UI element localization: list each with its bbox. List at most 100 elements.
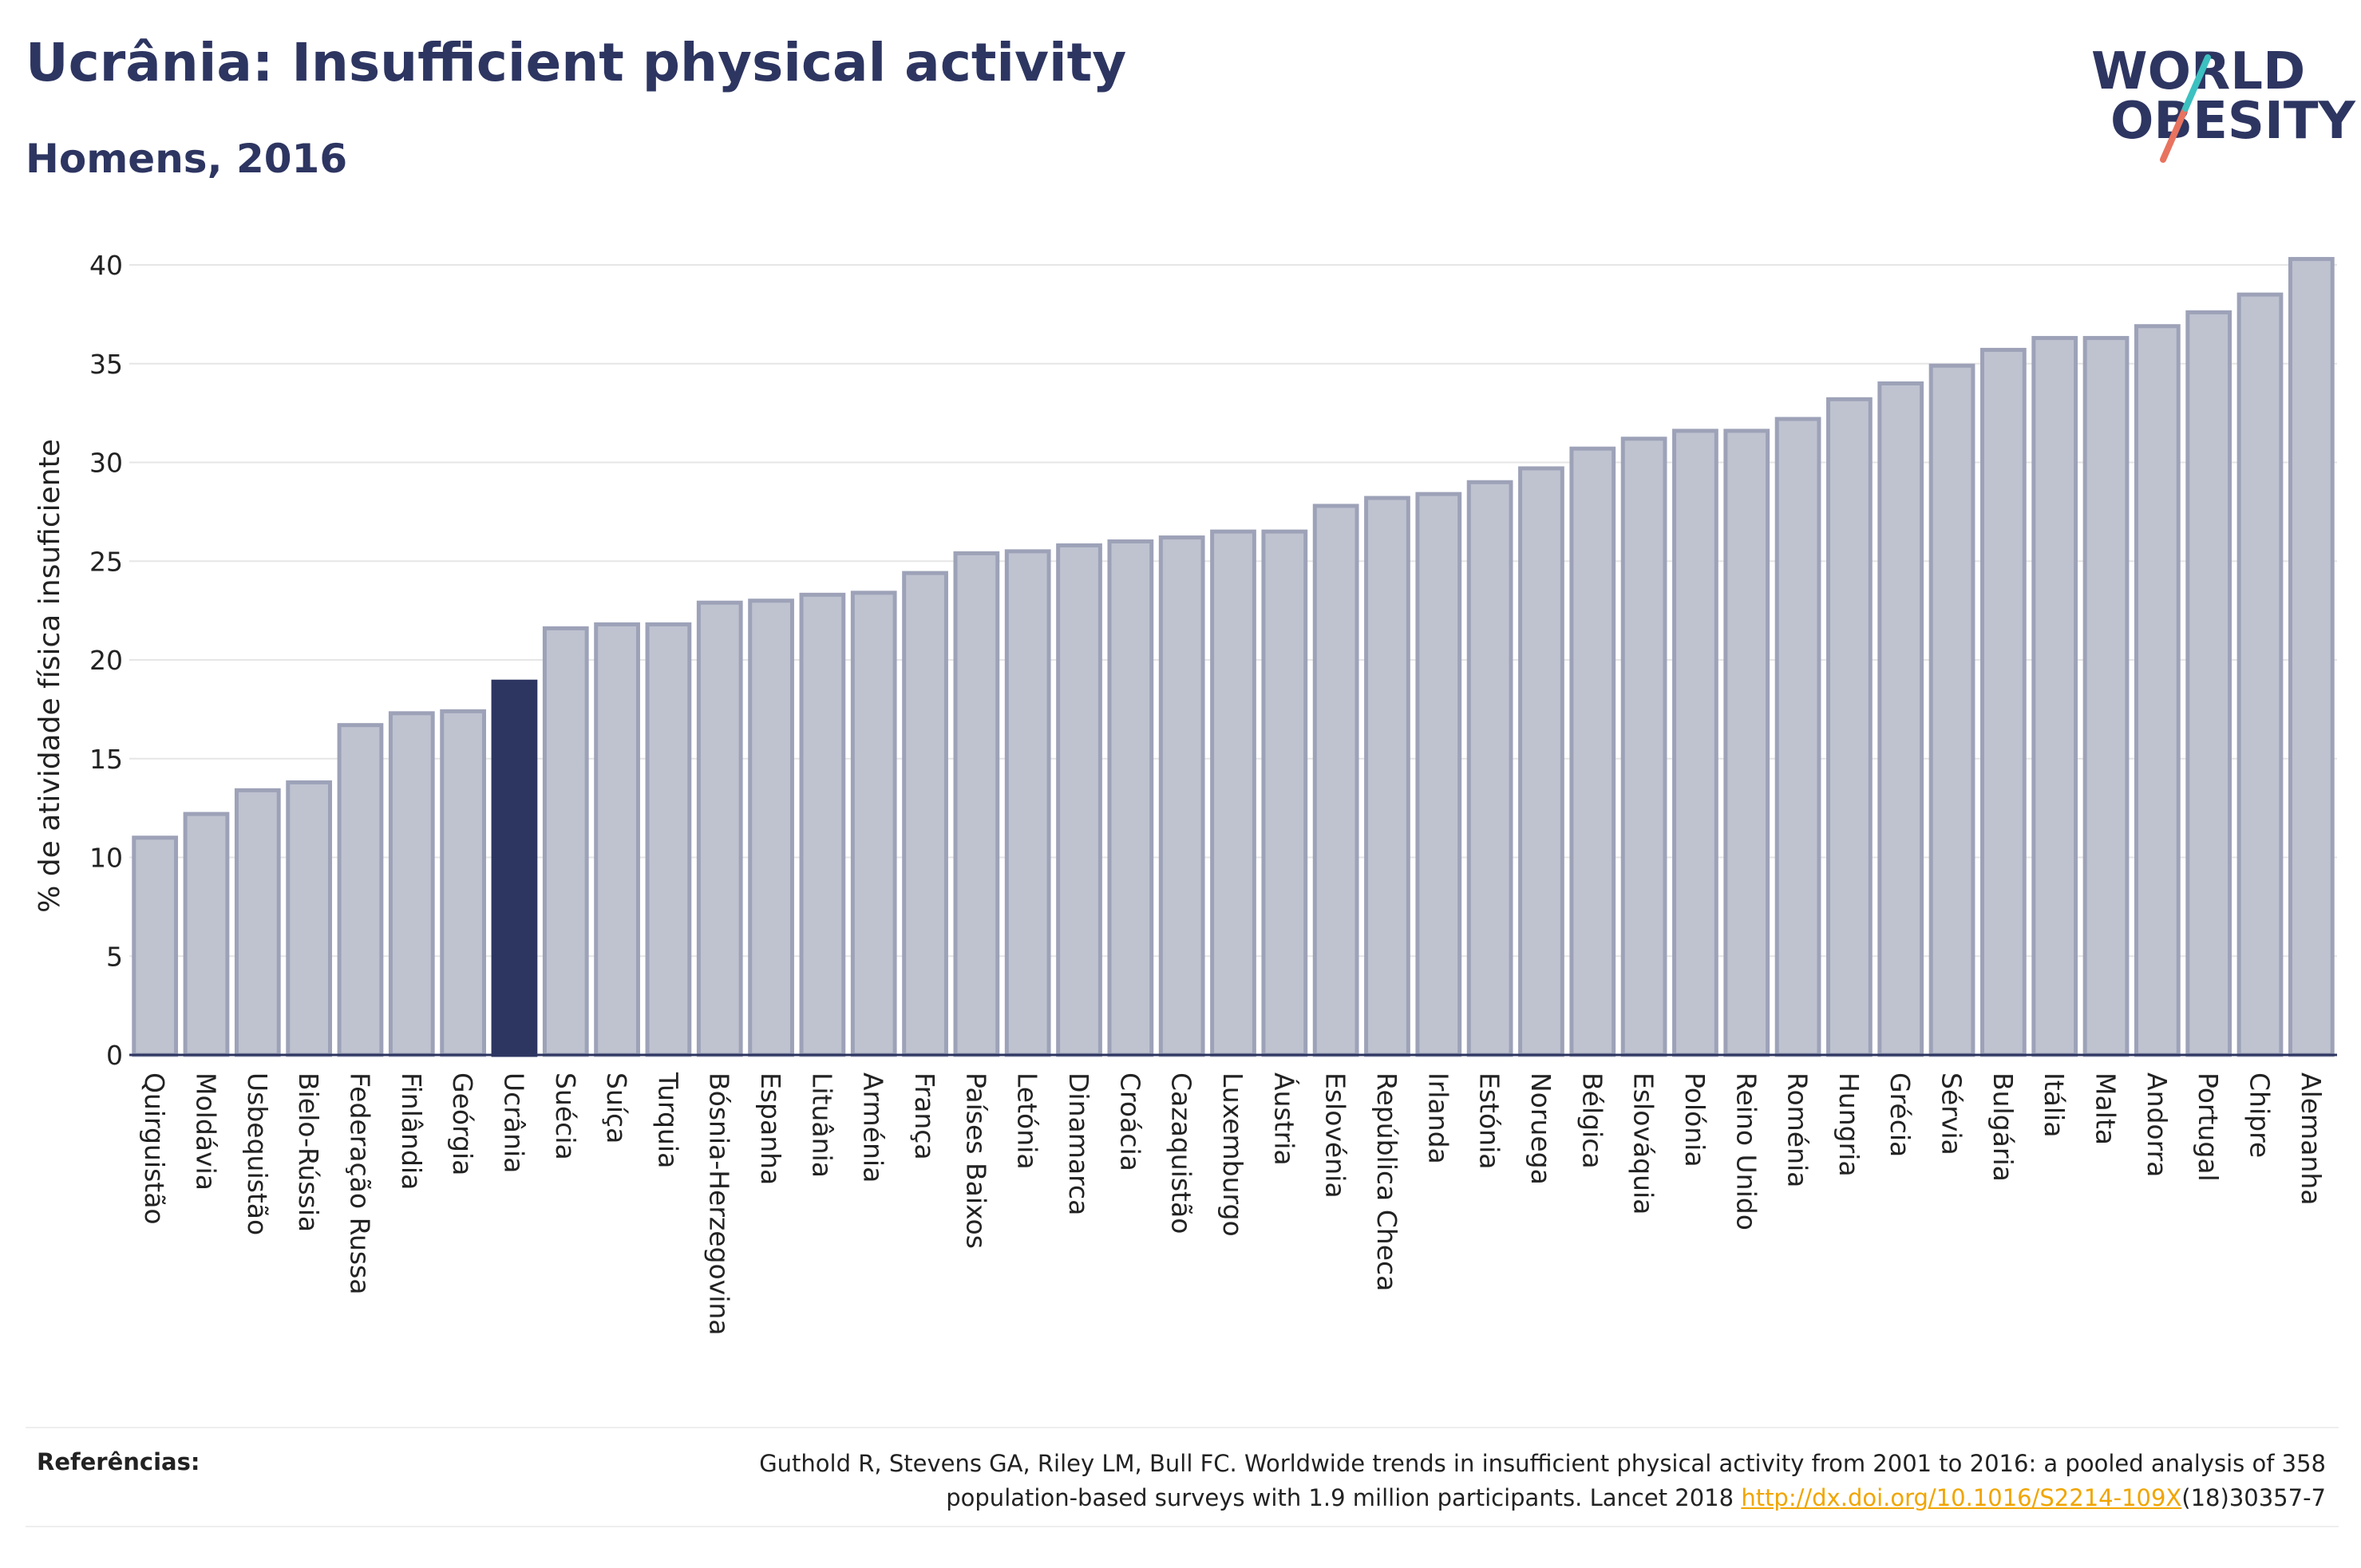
bar-andorra[interactable]: [2134, 324, 2181, 1057]
x-tick-label: Lituânia: [806, 1072, 837, 1178]
bar-finlândia[interactable]: [388, 711, 435, 1057]
bar-países-baixos[interactable]: [953, 551, 1000, 1057]
logo-slash-icon: [2160, 54, 2211, 163]
page-subtitle: Homens, 2016: [26, 136, 348, 182]
bar-espanha[interactable]: [748, 598, 794, 1057]
bar-geórgia[interactable]: [440, 709, 486, 1057]
x-tick-label: Bielo-Rússia: [293, 1072, 324, 1232]
x-tick-label: Polónia: [1679, 1072, 1710, 1167]
x-tick-label: Áustria: [1268, 1072, 1300, 1166]
bar-lituânia[interactable]: [799, 592, 846, 1057]
y-tick-label: 15: [89, 744, 123, 775]
x-tick-label: Finlândia: [396, 1072, 427, 1190]
bar-roménia[interactable]: [1774, 417, 1821, 1057]
x-tick-label: Alemanha: [2296, 1072, 2327, 1205]
reference-line-1: Guthold R, Stevens GA, Riley LM, Bull FC…: [759, 1450, 2326, 1477]
bar-reino-unido[interactable]: [1723, 429, 1770, 1057]
x-tick-label: Hungria: [1833, 1072, 1865, 1177]
bar-usbequistão[interactable]: [234, 788, 281, 1057]
x-tick-label: Chipre: [2244, 1072, 2276, 1158]
bar-portugal[interactable]: [2185, 310, 2232, 1057]
x-tick-label: Dinamarca: [1063, 1072, 1094, 1215]
x-tick-label: Suécia: [550, 1072, 581, 1160]
bar-letónia[interactable]: [1004, 549, 1051, 1057]
bar-turquia[interactable]: [645, 622, 692, 1057]
bar-bélgica[interactable]: [1569, 446, 1616, 1057]
reference-bottom-divider: [26, 1526, 2339, 1527]
bar-alemanha[interactable]: [2288, 257, 2335, 1057]
bar-malta[interactable]: [2082, 336, 2130, 1057]
bar-irlanda[interactable]: [1415, 492, 1462, 1057]
bar-suíça[interactable]: [594, 622, 640, 1057]
bar-frança[interactable]: [902, 571, 948, 1057]
bar-chipre[interactable]: [2236, 292, 2284, 1057]
y-tick-label: 0: [106, 1040, 123, 1071]
bar-chart: 0 5 10 15 20 25 30 35 40 Quirguistão Moldávia Usbe…: [34, 250, 2337, 1336]
bar-quirguistão[interactable]: [132, 835, 179, 1057]
y-tick-label: 5: [106, 941, 123, 972]
references-label: Referências:: [37, 1448, 200, 1475]
reference-doi-link[interactable]: http://dx.doi.org/10.1016/S2214-109X: [1741, 1484, 2182, 1511]
y-axis-label: % de atividade física insuficiente: [34, 439, 66, 913]
bar-eslováquia[interactable]: [1620, 436, 1667, 1057]
x-tick-label: Malta: [2090, 1072, 2122, 1145]
x-tick-label: Moldávia: [190, 1072, 221, 1191]
bar-suécia[interactable]: [542, 626, 589, 1057]
bar-noruega[interactable]: [1518, 466, 1564, 1057]
x-tick-label: Grécia: [1884, 1072, 1916, 1157]
bar-federação-russa[interactable]: [337, 723, 384, 1057]
bar-bulgária[interactable]: [1980, 347, 2027, 1057]
x-tick-label: Espanha: [755, 1072, 786, 1185]
bar-bielo-rússia[interactable]: [286, 780, 333, 1057]
x-tick-label: Usbequistão: [242, 1072, 273, 1235]
bar-bósnia-herzegovina[interactable]: [696, 600, 743, 1057]
x-tick-label: Bósnia-Herzegovina: [704, 1072, 735, 1336]
bar-áustria[interactable]: [1261, 529, 1308, 1057]
bar-croácia[interactable]: [1107, 539, 1154, 1057]
x-tick-label: Reino Unido: [1730, 1072, 1762, 1230]
x-tick-label: Eslováquia: [1628, 1072, 1659, 1215]
x-tick-label: Quirguistão: [139, 1072, 170, 1225]
bar-grécia[interactable]: [1877, 381, 1924, 1057]
bar-hungria[interactable]: [1826, 397, 1873, 1057]
x-tick-label: Luxemburgo: [1217, 1072, 1248, 1237]
x-tick-label: Eslovénia: [1320, 1072, 1351, 1199]
x-tick-label: Roménia: [1782, 1072, 1813, 1187]
x-tick-label: Irlanda: [1422, 1072, 1453, 1164]
bar-itália[interactable]: [2031, 336, 2078, 1057]
x-tick-label: Suíça: [601, 1072, 632, 1143]
y-tick-label: 35: [89, 349, 123, 380]
x-tick-labels: Quirguistão Moldávia Usbequistão Bielo-Rúss…: [139, 1072, 2327, 1336]
y-tick-label: 10: [89, 843, 123, 874]
bar-arménia[interactable]: [850, 590, 897, 1057]
y-tick-label: 20: [89, 645, 123, 676]
bar-eslovénia[interactable]: [1312, 504, 1359, 1057]
reference-line-2-suffix: (18)30357-7: [2181, 1484, 2326, 1511]
x-tick-label: Noruega: [1525, 1072, 1556, 1185]
logo-line-obesity: OBESITY: [2110, 92, 2355, 151]
x-tick-label: República Checa: [1371, 1072, 1402, 1291]
x-tick-label: Bélgica: [1576, 1072, 1608, 1169]
bar-estónia[interactable]: [1466, 480, 1513, 1057]
bars: [132, 257, 2335, 1057]
bar-moldávia[interactable]: [183, 812, 230, 1057]
bar-polónia[interactable]: [1672, 429, 1718, 1057]
y-tick-label: 25: [89, 546, 123, 577]
bar-ucrânia[interactable]: [491, 679, 538, 1057]
bar-dinamarca[interactable]: [1056, 543, 1102, 1057]
references-text: Guthold R, Stevens GA, Riley LM, Bull FC…: [490, 1447, 2326, 1515]
bar-sérvia[interactable]: [1928, 363, 1975, 1057]
reference-top-divider: [26, 1427, 2339, 1428]
page-title: Ucrânia: Insufficient physical activity: [26, 32, 1127, 93]
x-tick-label: França: [909, 1072, 940, 1160]
bar-luxemburgo[interactable]: [1210, 529, 1256, 1057]
x-tick-label: Sérvia: [1936, 1072, 1968, 1155]
bar-república-checa[interactable]: [1364, 496, 1410, 1057]
x-tick-label: Croácia: [1114, 1072, 1145, 1171]
x-tick-label: Portugal: [2193, 1072, 2224, 1182]
bar-cazaquistão[interactable]: [1158, 535, 1205, 1057]
x-tick-label: Cazaquistão: [1166, 1072, 1197, 1234]
y-tick-label: 30: [89, 448, 123, 479]
world-obesity-logo: WORLD OBESITY: [2083, 40, 2355, 168]
x-tick-label: Ucrânia: [498, 1072, 529, 1173]
